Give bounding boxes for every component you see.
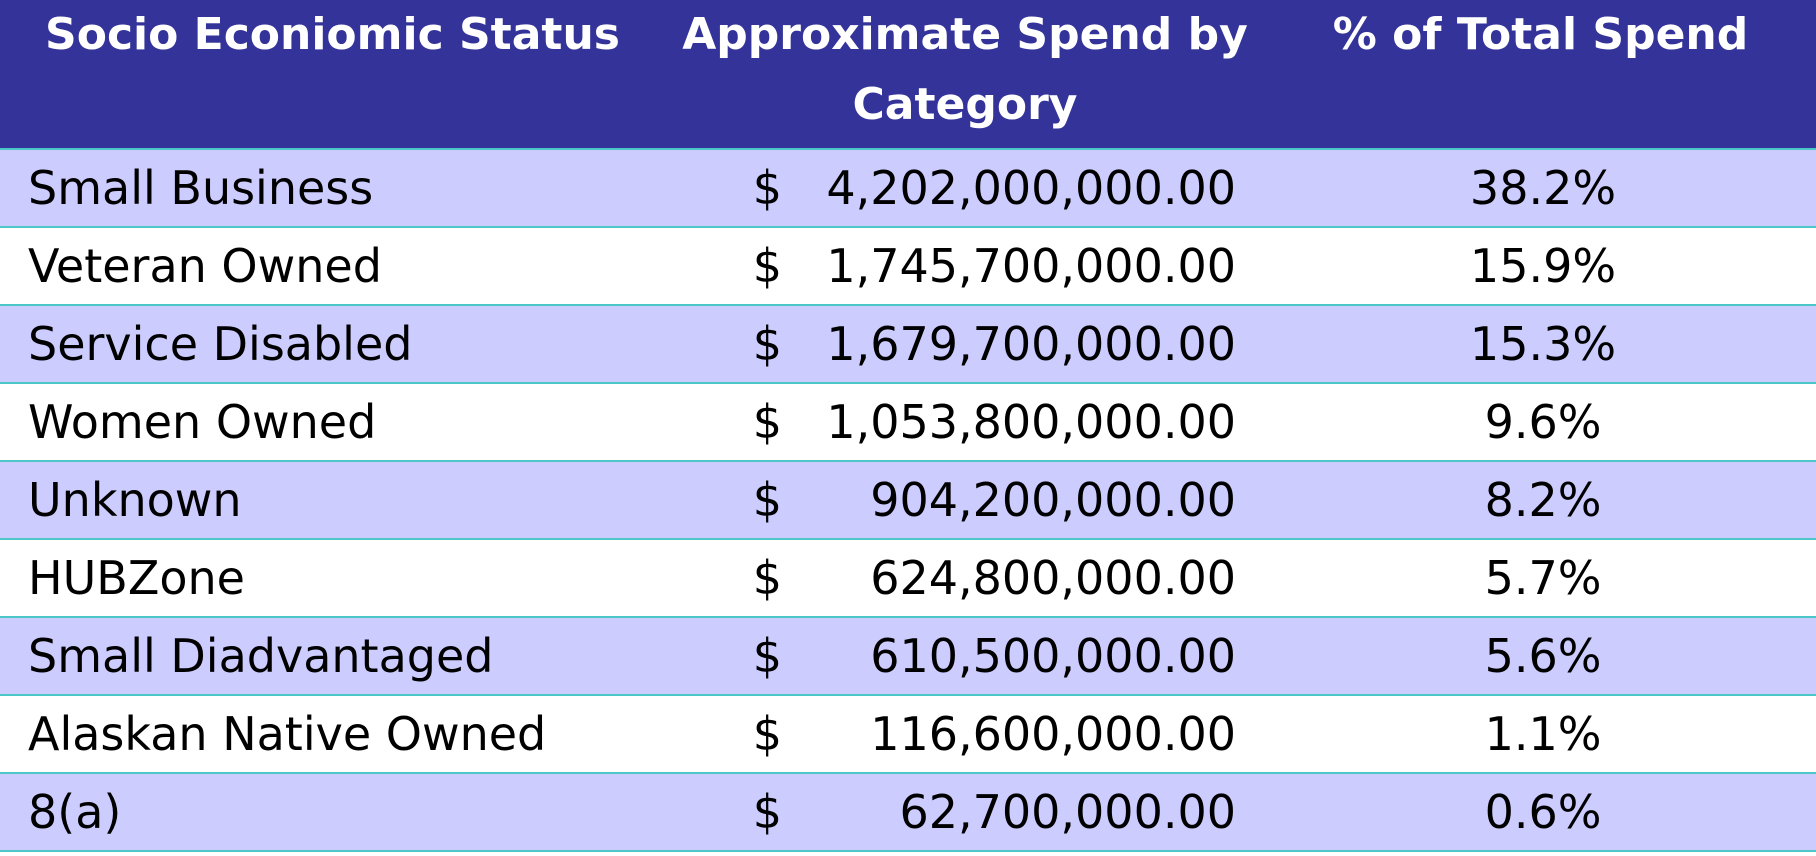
table-row: Women Owned $1,053,800,000.00 9.6% xyxy=(0,384,1816,462)
table-row: HUBZone $624,800,000.00 5.7% xyxy=(0,540,1816,618)
row-status: Unknown xyxy=(28,473,242,527)
row-status: Service Disabled xyxy=(28,317,413,371)
row-amount: 624,800,000.00 xyxy=(870,551,1236,605)
row-percent: 5.6% xyxy=(1484,629,1602,683)
row-currency: $ xyxy=(752,785,782,839)
row-currency: $ xyxy=(752,395,782,449)
row-amount: 1,745,700,000.00 xyxy=(826,239,1236,293)
row-percent: 0.6% xyxy=(1484,785,1602,839)
table-row: Veteran Owned $1,745,700,000.00 15.9% xyxy=(0,228,1816,306)
header-spend-label-line2: Category xyxy=(852,79,1078,130)
row-percent: 15.3% xyxy=(1469,317,1617,371)
row-status: 8(a) xyxy=(28,785,122,839)
table-row: Alaskan Native Owned $116,600,000.00 1.1% xyxy=(0,696,1816,774)
row-status: Veteran Owned xyxy=(28,239,382,293)
header-approximate-spend: Approximate Spend by Category xyxy=(665,0,1265,150)
header-status-label: Socio Econiomic Status xyxy=(45,9,620,60)
row-percent: 38.2% xyxy=(1469,161,1617,215)
row-status: Small Diadvantaged xyxy=(28,629,494,683)
row-percent: 8.2% xyxy=(1484,473,1602,527)
table-row: Service Disabled $1,679,700,000.00 15.3% xyxy=(0,306,1816,384)
row-amount: 4,202,000,000.00 xyxy=(826,161,1236,215)
row-amount: 904,200,000.00 xyxy=(870,473,1236,527)
row-currency: $ xyxy=(752,629,782,683)
table-row: Small Business $4,202,000,000.00 38.2% xyxy=(0,150,1816,228)
row-currency: $ xyxy=(752,317,782,371)
header-percent-label: % of Total Spend xyxy=(1332,9,1749,60)
table-row: 8(a) $62,700,000.00 0.6% xyxy=(0,774,1816,852)
row-status: Alaskan Native Owned xyxy=(28,707,547,761)
row-amount: 1,053,800,000.00 xyxy=(826,395,1236,449)
row-currency: $ xyxy=(752,551,782,605)
row-percent: 1.1% xyxy=(1484,707,1602,761)
row-percent: 5.7% xyxy=(1484,551,1602,605)
row-status: Small Business xyxy=(28,161,374,215)
row-amount: 116,600,000.00 xyxy=(870,707,1236,761)
row-percent: 15.9% xyxy=(1469,239,1617,293)
row-status: HUBZone xyxy=(28,551,245,605)
row-currency: $ xyxy=(752,473,782,527)
table-row: Unknown $904,200,000.00 8.2% xyxy=(0,462,1816,540)
row-percent: 9.6% xyxy=(1484,395,1602,449)
row-amount: 62,700,000.00 xyxy=(899,785,1236,839)
row-status: Women Owned xyxy=(28,395,377,449)
header-spend-label-line1: Approximate Spend by xyxy=(682,9,1248,60)
row-amount: 1,679,700,000.00 xyxy=(826,317,1236,371)
row-currency: $ xyxy=(752,707,782,761)
header-percent-total: % of Total Spend xyxy=(1265,0,1816,150)
table-row: Small Diadvantaged $610,500,000.00 5.6% xyxy=(0,618,1816,696)
row-amount: 610,500,000.00 xyxy=(870,629,1236,683)
table-header: Socio Econiomic Status Approximate Spend… xyxy=(0,0,1816,150)
row-currency: $ xyxy=(752,239,782,293)
row-currency: $ xyxy=(752,161,782,215)
header-socio-economic-status: Socio Econiomic Status xyxy=(0,0,665,150)
